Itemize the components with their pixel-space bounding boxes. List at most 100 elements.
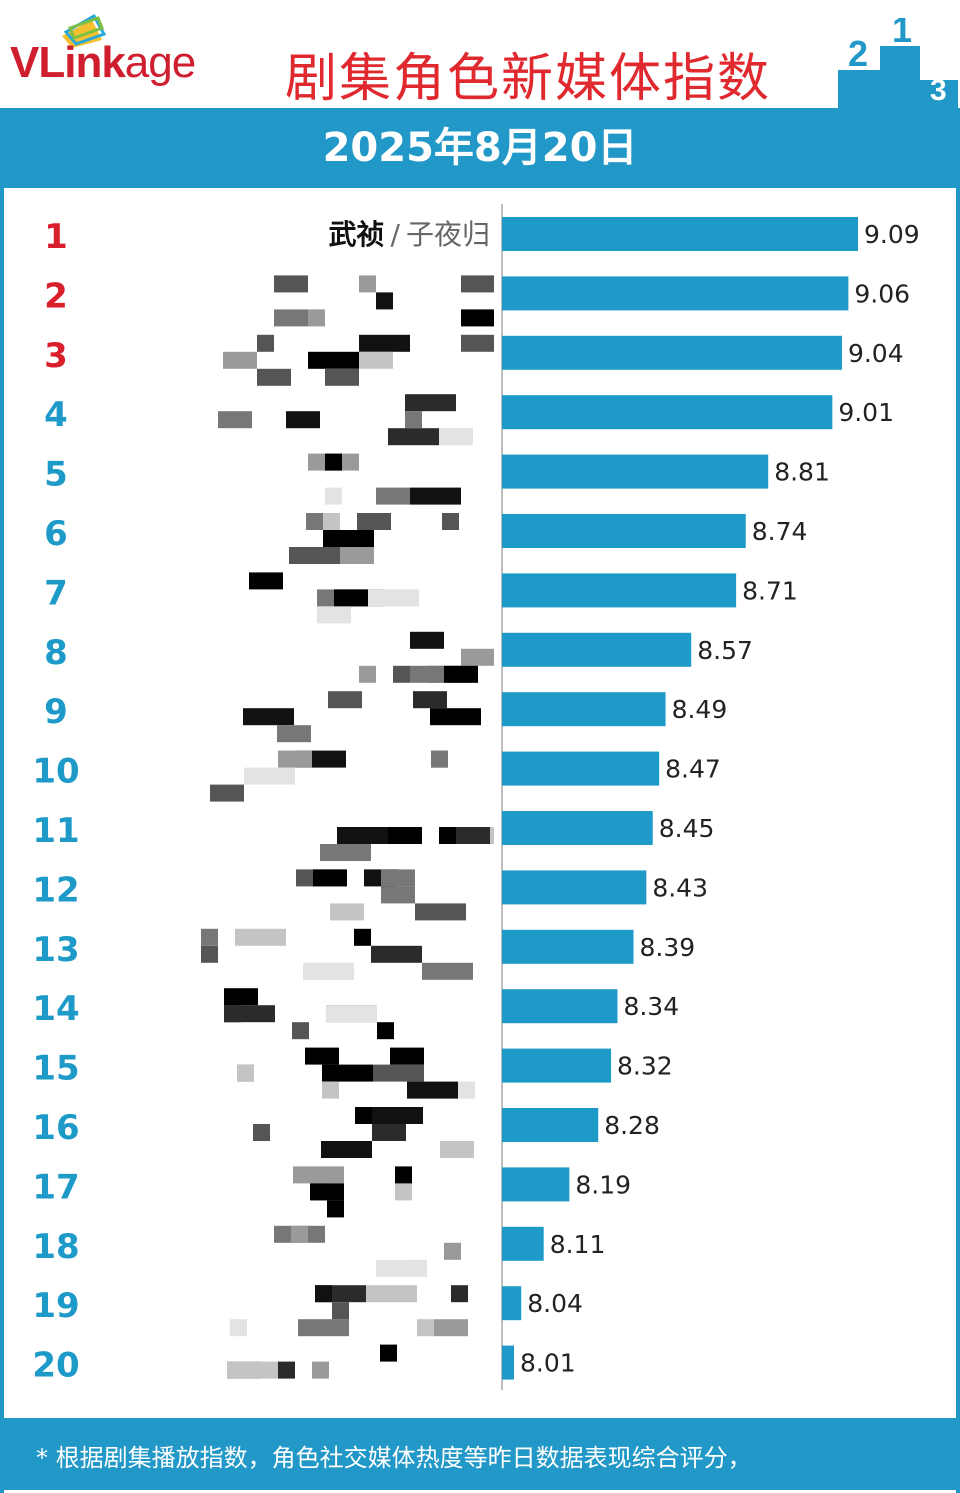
mosaic-block xyxy=(377,1022,394,1040)
mosaic-block xyxy=(422,962,473,980)
value-label: 8.71 xyxy=(742,576,798,605)
mosaic-block xyxy=(405,411,422,429)
mosaic-block xyxy=(293,1166,344,1184)
rank-label: 9 xyxy=(44,692,68,732)
rank-label: 18 xyxy=(32,1227,79,1267)
mosaic-block xyxy=(393,665,410,683)
mosaic-block xyxy=(372,1124,406,1141)
mosaic-block xyxy=(235,928,286,946)
mosaic-block xyxy=(447,708,481,726)
value-label: 9.06 xyxy=(854,279,910,308)
mosaic-block xyxy=(322,1064,373,1082)
mosaic-block xyxy=(359,665,376,683)
mosaic-block xyxy=(249,572,283,590)
left-border xyxy=(0,0,4,1493)
rank-label: 1 xyxy=(44,217,68,257)
rank-label: 15 xyxy=(32,1049,79,1089)
mosaic-block xyxy=(312,1361,329,1379)
mosaic-block xyxy=(354,928,371,946)
bar xyxy=(502,751,660,786)
obscured-label xyxy=(230,1285,468,1337)
mosaic-block xyxy=(461,309,494,327)
mosaic-block xyxy=(224,1005,275,1023)
date-banner: 2025年8月20日 xyxy=(4,108,956,188)
mosaic-block xyxy=(244,767,295,785)
mosaic-block xyxy=(366,1285,417,1303)
mosaic-block xyxy=(257,368,274,386)
obscured-label xyxy=(308,453,461,505)
category-label: 武祯 / 子夜归 xyxy=(329,218,490,251)
mosaic-block xyxy=(274,309,308,327)
mosaic-block xyxy=(405,394,456,412)
brand-logo: VLinkage xyxy=(10,38,196,88)
rank-label: 10 xyxy=(32,752,79,792)
value-label: 9.01 xyxy=(838,398,894,427)
rank-label: 8 xyxy=(44,633,68,673)
bar xyxy=(502,870,647,905)
rank-label: 4 xyxy=(44,395,68,435)
bar xyxy=(502,217,858,251)
mosaic-block xyxy=(332,1302,349,1320)
mosaic-block xyxy=(306,513,323,530)
value-label: 8.28 xyxy=(604,1111,660,1140)
value-label: 8.47 xyxy=(665,755,721,784)
mosaic-block xyxy=(326,1005,377,1023)
mosaic-block xyxy=(308,351,359,369)
mosaic-block xyxy=(451,1285,468,1303)
mosaic-block xyxy=(461,648,494,666)
bar xyxy=(502,276,849,311)
mosaic-block xyxy=(444,1242,461,1260)
brand-tail: age xyxy=(124,38,196,87)
mosaic-block xyxy=(376,1259,427,1277)
mosaic-block xyxy=(289,547,340,564)
bar xyxy=(502,1048,612,1083)
value-label: 8.04 xyxy=(527,1289,583,1318)
obscured-label xyxy=(243,691,481,743)
mosaic-block xyxy=(303,962,354,980)
mosaic-block xyxy=(368,589,419,607)
drama-name: 武祯 xyxy=(329,218,385,251)
mosaic-block xyxy=(230,1319,247,1337)
value-label: 8.49 xyxy=(672,695,728,724)
mosaic-block xyxy=(292,1022,309,1040)
mosaic-block xyxy=(395,1183,412,1201)
mosaic-block xyxy=(431,750,448,768)
mosaic-block xyxy=(395,1166,412,1184)
mosaic-block xyxy=(359,334,410,352)
bar xyxy=(502,395,833,430)
mosaic-block xyxy=(291,1225,308,1243)
mosaic-block xyxy=(359,351,393,369)
mosaic-block xyxy=(415,903,466,921)
bar-chart: 1 9.09 武祯 / 子夜归 2 9.06 3 9.04 4 9.01 5 8.81 6 8.74 7 8.7… xyxy=(32,204,920,1390)
mosaic-block xyxy=(410,665,444,683)
mosaic-block xyxy=(223,351,257,369)
mosaic-block xyxy=(357,513,391,530)
mosaic-block xyxy=(313,869,347,887)
mosaic-block xyxy=(417,1319,434,1337)
mosaic-block xyxy=(410,487,461,505)
footer: * 根据剧集播放指数，角色社交媒体热度等昨日数据表现综合评分， xyxy=(4,1418,956,1490)
mosaic-block xyxy=(218,411,252,429)
obscured-label xyxy=(224,988,394,1040)
mosaic-block xyxy=(305,1047,339,1065)
right-border xyxy=(956,0,960,1493)
mosaic-block xyxy=(340,547,374,564)
bar xyxy=(502,1345,514,1380)
mosaic-block xyxy=(227,1361,278,1379)
value-label: 8.32 xyxy=(617,1052,673,1081)
rank-label: 2 xyxy=(44,276,68,316)
mosaic-block xyxy=(458,1081,475,1099)
mosaic-block xyxy=(461,275,494,293)
mosaic-block xyxy=(278,1361,295,1379)
rank-label: 14 xyxy=(32,989,79,1029)
obscured-label xyxy=(359,631,494,683)
rank-label: 13 xyxy=(32,930,79,970)
role-name: 子夜归 xyxy=(406,218,490,251)
mosaic-block xyxy=(388,428,439,446)
mosaic-block xyxy=(461,334,494,352)
bar xyxy=(502,335,842,370)
rank-label: 3 xyxy=(44,336,68,376)
mosaic-block xyxy=(237,1064,254,1082)
bar xyxy=(502,632,692,667)
rank-label: 7 xyxy=(44,573,68,613)
